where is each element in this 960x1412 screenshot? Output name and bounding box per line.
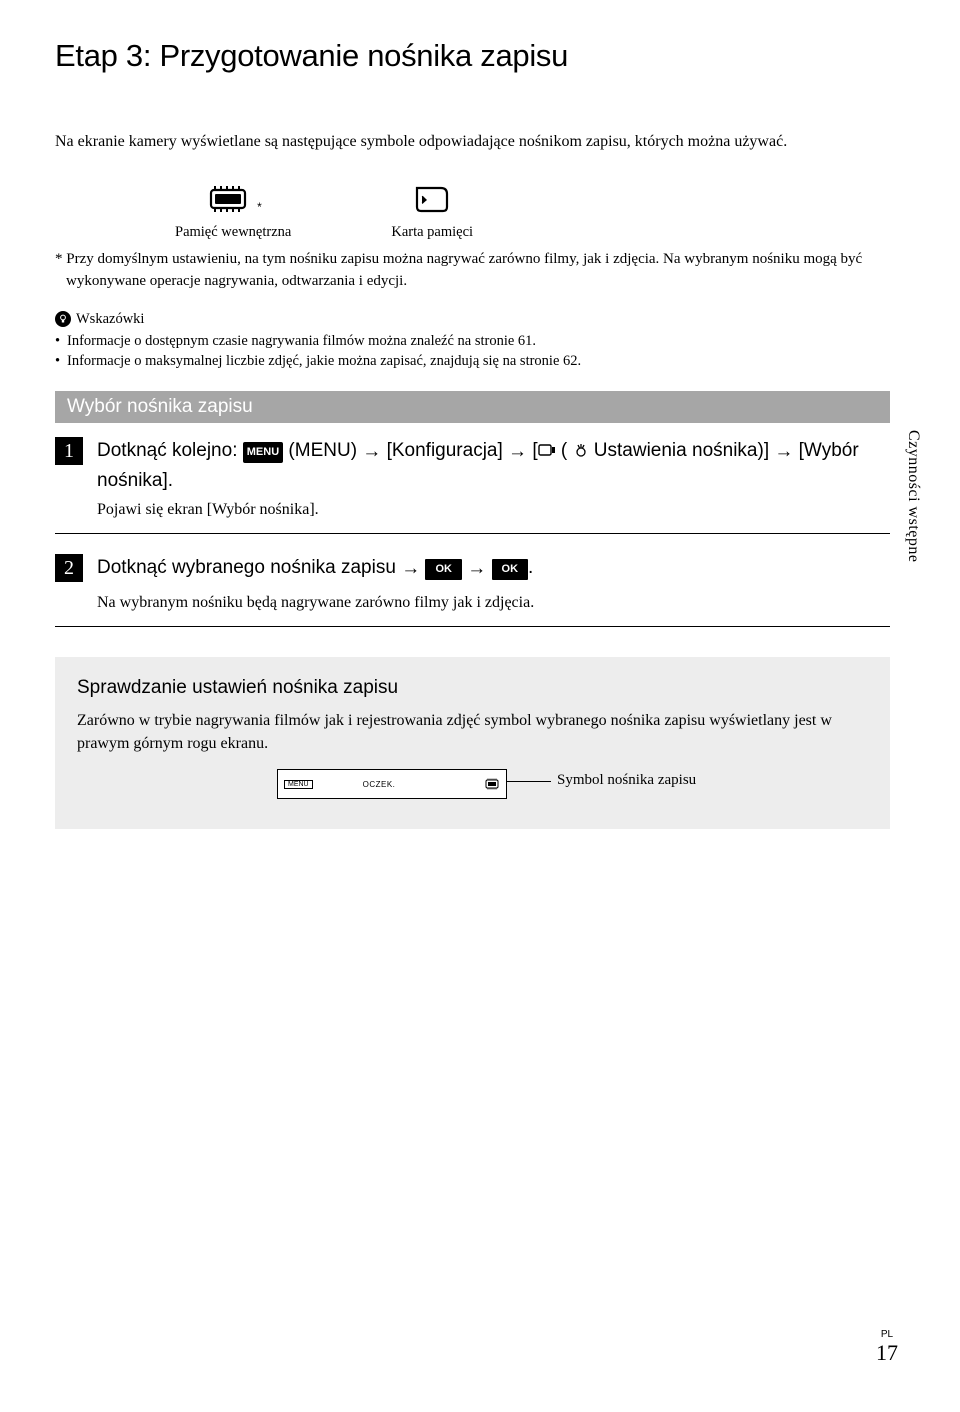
arrow-icon: → <box>401 558 420 579</box>
memory-card-icon <box>411 183 453 215</box>
page-title: Etap 3: Przygotowanie nośnika zapisu <box>55 38 890 74</box>
callout-line <box>507 781 551 782</box>
hints-heading: Wskazówki <box>55 311 890 328</box>
tool-small-icon <box>573 443 589 457</box>
callout-label: Symbol nośnika zapisu <box>557 772 696 789</box>
hints-title: Wskazówki <box>76 311 144 328</box>
arrow-icon: → <box>467 558 486 579</box>
media-icons-row: * Pamięć wewnętrzna Karta pamięci <box>175 183 890 241</box>
lcd-menu-label: MENU <box>284 780 313 789</box>
hint-item: Informacje o maksymalnej liczbie zdjęć, … <box>55 351 890 371</box>
arrow-icon: → <box>362 441 381 462</box>
info-box: Sprawdzanie ustawień nośnika zapisu Zaró… <box>55 657 890 829</box>
media-small-icon <box>538 443 556 457</box>
step-2-result: Na wybranym nośniku będą nagrywane zarów… <box>97 594 890 612</box>
step-1-result: Pojawi się ekran [Wybór nośnika]. <box>97 501 890 519</box>
step-2: 2 Dotknąć wybranego nośnika zapisu → OK … <box>55 554 890 584</box>
lang-code: PL <box>876 1329 898 1340</box>
page-footer: PL 17 <box>876 1329 898 1366</box>
step-number: 1 <box>55 437 83 465</box>
divider <box>55 626 890 627</box>
box-title: Sprawdzanie ustawień nośnika zapisu <box>77 677 868 699</box>
ok-chip-icon: OK <box>492 559 529 580</box>
divider <box>55 533 890 534</box>
ok-chip-icon: OK <box>425 559 462 580</box>
intro-text: Na ekranie kamery wyświetlane są następu… <box>55 130 890 153</box>
arrow-icon: → <box>508 441 527 462</box>
lcd-status-label: OCZEK. <box>363 780 396 789</box>
menu-chip-icon: MENU <box>243 442 283 463</box>
internal-memory-label: Pamięć wewnętrzna <box>175 224 291 241</box>
arrow-icon: → <box>774 441 793 462</box>
asterisk: * <box>257 200 262 214</box>
lcd-media-icon <box>484 777 500 795</box>
box-text: Zarówno w trybie nagrywania filmów jak i… <box>77 709 868 755</box>
section-heading-bar: Wybór nośnika zapisu <box>55 391 890 423</box>
footnote-text: * Przy domyślnym ustawieniu, na tym nośn… <box>55 249 890 293</box>
lcd-preview: MENU OCZEK. <box>277 769 507 799</box>
step-2-instruction: Dotknąć wybranego nośnika zapisu → OK → … <box>97 554 890 584</box>
hints-list: Informacje o dostępnym czasie nagrywania… <box>55 331 890 372</box>
step-number: 2 <box>55 554 83 582</box>
internal-memory-icon <box>205 183 251 215</box>
memory-card-label: Karta pamięci <box>391 224 473 241</box>
page-number: 17 <box>876 1340 898 1366</box>
step-1-instruction: Dotknąć kolejno: MENU (MENU) → [Konfigur… <box>97 437 890 495</box>
hint-item: Informacje o dostępnym czasie nagrywania… <box>55 331 890 351</box>
lightbulb-icon <box>55 311 71 327</box>
step-1: 1 Dotknąć kolejno: MENU (MENU) → [Konfig… <box>55 437 890 519</box>
side-tab-label: Czynności wstępne <box>904 430 922 562</box>
